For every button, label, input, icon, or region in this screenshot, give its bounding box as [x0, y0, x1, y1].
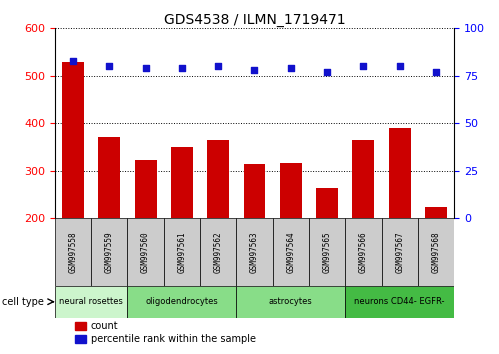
Bar	[127, 218, 164, 286]
Text: count: count	[91, 321, 118, 331]
Point	[142, 65, 150, 71]
Bar	[244, 164, 265, 218]
Point	[323, 69, 331, 75]
Bar	[200, 218, 237, 286]
Bar	[75, 335, 86, 343]
Bar	[237, 218, 272, 286]
Bar	[237, 286, 345, 318]
Bar	[345, 218, 382, 286]
Bar	[135, 160, 157, 218]
Bar	[345, 286, 454, 318]
Bar	[62, 62, 84, 218]
Title: GDS4538 / ILMN_1719471: GDS4538 / ILMN_1719471	[164, 13, 345, 27]
Text: GSM997561: GSM997561	[178, 231, 187, 273]
Point	[250, 67, 258, 73]
Point	[396, 63, 404, 69]
Point	[214, 63, 222, 69]
Text: cell type: cell type	[2, 297, 44, 307]
Text: GSM997565: GSM997565	[322, 231, 331, 273]
Text: GSM997559: GSM997559	[105, 231, 114, 273]
Bar	[418, 218, 454, 286]
Bar	[75, 322, 86, 330]
Bar	[280, 163, 302, 218]
Text: neural rosettes: neural rosettes	[59, 297, 123, 306]
Text: GSM997563: GSM997563	[250, 231, 259, 273]
Text: GSM997558: GSM997558	[68, 231, 77, 273]
Bar	[352, 140, 374, 218]
Bar	[389, 128, 411, 218]
Bar	[55, 218, 91, 286]
Text: neurons CD44- EGFR-: neurons CD44- EGFR-	[354, 297, 445, 306]
Bar	[98, 137, 120, 218]
Text: GSM997567: GSM997567	[395, 231, 404, 273]
Bar	[171, 147, 193, 218]
Text: GSM997568: GSM997568	[432, 231, 441, 273]
Bar	[207, 140, 229, 218]
Point	[432, 69, 440, 75]
Text: GSM997560: GSM997560	[141, 231, 150, 273]
Text: oligodendrocytes: oligodendrocytes	[146, 297, 218, 306]
Text: astrocytes: astrocytes	[269, 297, 313, 306]
Point	[178, 65, 186, 71]
Text: GSM997564: GSM997564	[286, 231, 295, 273]
Text: GSM997566: GSM997566	[359, 231, 368, 273]
Bar	[309, 218, 345, 286]
Bar	[91, 218, 127, 286]
Point	[105, 63, 113, 69]
Point	[69, 58, 77, 63]
Point	[287, 65, 295, 71]
Bar	[425, 207, 447, 218]
Bar	[164, 218, 200, 286]
Bar	[272, 218, 309, 286]
Point	[359, 63, 367, 69]
Bar	[382, 218, 418, 286]
Text: GSM997562: GSM997562	[214, 231, 223, 273]
Bar	[127, 286, 237, 318]
Text: percentile rank within the sample: percentile rank within the sample	[91, 334, 256, 344]
Bar	[316, 188, 338, 218]
Bar	[55, 286, 127, 318]
